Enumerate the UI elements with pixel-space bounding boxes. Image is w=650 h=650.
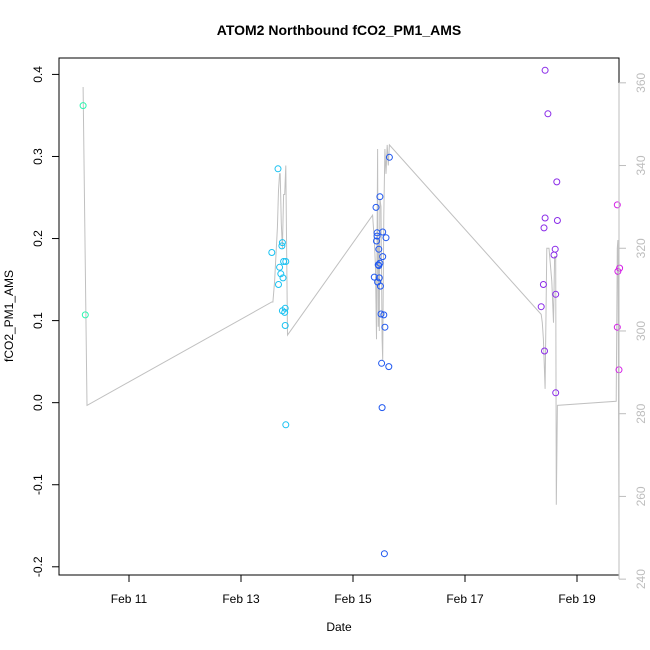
- data-point: [613, 201, 621, 209]
- chart-title: ATOM2 Northbound fCO2_PM1_AMS: [217, 22, 462, 38]
- y-tick-label: 0.3: [31, 148, 45, 165]
- data-point: [282, 258, 290, 265]
- data-point: [544, 110, 552, 118]
- data-point: [376, 259, 384, 267]
- data-point: [385, 153, 393, 161]
- y-tick-label: -0.1: [31, 474, 45, 495]
- data-point: [553, 217, 561, 224]
- data-point: [380, 311, 388, 319]
- data-point: [372, 203, 380, 211]
- data-point: [376, 193, 384, 201]
- data-point: [540, 224, 548, 232]
- data-point: [381, 323, 389, 331]
- x-tick-label: Feb 19: [558, 592, 596, 606]
- secondary-series-line: [82, 86, 620, 530]
- data-point: [378, 404, 386, 412]
- data-point: [552, 389, 560, 397]
- x-tick-label: Feb 13: [222, 592, 260, 606]
- data-point: [378, 359, 386, 367]
- y2-tick-label: 300: [634, 321, 648, 341]
- data-point: [613, 323, 621, 331]
- y-axis-label: fCO2_PM1_AMS: [2, 270, 16, 362]
- data-point: [375, 274, 383, 282]
- x-tick-label: Feb 11: [111, 592, 148, 606]
- y2-tick-label: 360: [634, 72, 648, 92]
- data-point: [373, 232, 381, 240]
- data-point: [374, 261, 382, 269]
- data-point: [375, 245, 383, 253]
- data-point: [380, 550, 388, 558]
- y2-tick-label: 240: [634, 569, 648, 589]
- data-point: [379, 253, 387, 261]
- y2-tick-label: 260: [634, 486, 648, 506]
- data-point: [79, 102, 87, 110]
- data-point: [276, 263, 284, 271]
- y-tick-label: 0.4: [31, 66, 45, 83]
- data-point: [552, 290, 560, 298]
- data-point: [541, 66, 549, 74]
- y2-tick-label: 340: [634, 155, 648, 175]
- data-point: [370, 273, 378, 281]
- secondary-line-layer: [82, 86, 620, 530]
- data-point: [277, 270, 285, 278]
- data-point: [373, 237, 380, 245]
- data-point: [614, 267, 622, 275]
- y2-axis: 240 260 280 300 320 340 360: [618, 72, 648, 589]
- data-point: [541, 214, 549, 222]
- data-point: [280, 258, 288, 265]
- y-tick-label: -0.2: [31, 556, 45, 577]
- data-point: [275, 281, 282, 288]
- y-tick-label: 0.2: [31, 230, 45, 247]
- data-point: [376, 282, 384, 290]
- data-point: [279, 274, 287, 282]
- plot-area: [79, 66, 624, 558]
- y-axis: -0.2 -0.1 0.0 0.1 0.2 0.3 0.4: [31, 66, 60, 577]
- y-tick-label: 0.0: [31, 394, 45, 411]
- x-tick-label: Feb 15: [334, 592, 372, 606]
- data-point: [278, 239, 286, 247]
- x-axis: Feb 11 Feb 13 Feb 15 Feb 17 Feb 19: [111, 574, 596, 606]
- data-point: [268, 249, 276, 256]
- data-point: [281, 322, 289, 329]
- y-tick-label: 0.1: [31, 312, 45, 329]
- data-point: [539, 281, 547, 288]
- data-points-layer: [79, 66, 624, 558]
- y2-tick-label: 280: [634, 403, 648, 423]
- data-point: [281, 304, 289, 312]
- x-tick-label: Feb 17: [446, 592, 484, 606]
- data-point: [81, 311, 89, 319]
- data-point: [551, 245, 559, 253]
- x-axis-label: Date: [326, 620, 352, 634]
- data-point: [282, 421, 290, 429]
- y2-tick-label: 320: [634, 238, 648, 258]
- data-point: [281, 308, 289, 316]
- data-point: [541, 347, 548, 355]
- data-point: [537, 303, 545, 311]
- data-point: [382, 234, 390, 242]
- data-point: [278, 242, 286, 250]
- data-point: [553, 178, 561, 186]
- data-point: [385, 363, 393, 371]
- data-point: [274, 165, 282, 173]
- data-point: [379, 228, 387, 236]
- data-point: [616, 264, 624, 272]
